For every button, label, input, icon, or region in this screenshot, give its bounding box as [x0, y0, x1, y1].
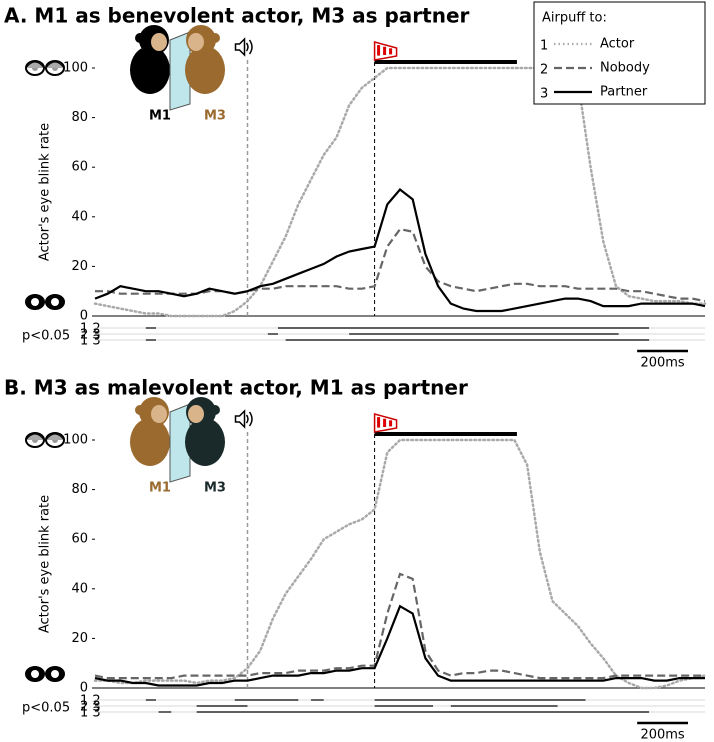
monkey-face [188, 33, 204, 51]
series-line [94, 572, 705, 680]
pair-label: 1 2 [80, 694, 101, 709]
series-line [95, 227, 706, 303]
legend-label: Actor [600, 37, 635, 52]
pair-label: 1 3 [80, 706, 101, 721]
eye-icon [25, 61, 45, 69]
eye-icon [31, 670, 39, 678]
legend-box [533, 1, 706, 105]
significance-label: p<0.05 [22, 329, 70, 344]
y-tick-label: 0 [80, 309, 88, 324]
significance-label: p<0.05 [22, 701, 70, 716]
legend-number: 3 [540, 87, 548, 102]
y-tick-label: 20 [71, 631, 88, 646]
eye-icon [45, 433, 65, 441]
y-tick-label: 40 [71, 581, 88, 596]
chart-title: B. M3 as malevolent actor, M1 as partner [4, 376, 468, 400]
mirror-pane [169, 403, 191, 483]
monkey-body [130, 418, 170, 466]
monkey-face [151, 33, 167, 51]
monkey-ear [210, 33, 220, 43]
legend-number: 2 [540, 63, 548, 78]
pair-label: 2 3 [80, 700, 101, 715]
actor-label: M1 [149, 481, 171, 496]
y-axis-label: Actor's eye blink rate [38, 495, 53, 633]
monkey-body [185, 46, 225, 94]
mirror-pane [169, 31, 191, 111]
y-tick-label: 80 [71, 482, 88, 497]
y-tick-label: 0 [80, 681, 88, 696]
pair-label: 1 2 [80, 322, 101, 337]
monkey-body [130, 46, 170, 94]
y-tick-label: 40 [71, 209, 88, 224]
monkey-face [188, 405, 204, 423]
speaker-icon [234, 409, 253, 429]
monkey-face [151, 405, 167, 423]
pair-label: 2 3 [80, 328, 101, 343]
monkey-ear [135, 33, 145, 43]
speaker-icon [234, 37, 253, 57]
eye-icon [25, 433, 45, 441]
y-tick-label: 80 [71, 110, 88, 125]
y-tick-label: 100 [63, 433, 88, 448]
actor-label: M1 [149, 109, 171, 124]
monkey-ear [135, 405, 145, 415]
legend-title: Airpuff to: [542, 11, 607, 26]
y-tick-label: 60 [71, 160, 88, 175]
scale-bar-label: 200ms [640, 728, 684, 742]
y-tick-label: 100 [63, 61, 88, 76]
series-line [93, 438, 707, 690]
scale-bar-label: 200ms [640, 356, 684, 371]
y-tick-label: 60 [71, 532, 88, 547]
series-line [94, 604, 705, 687]
legend-label: Partner [600, 85, 648, 100]
actor-label: M3 [204, 109, 226, 124]
legend-label: Nobody [600, 61, 650, 76]
monkey-body [185, 418, 225, 466]
pair-label: 1 3 [80, 334, 101, 349]
y-tick-label: 20 [71, 259, 88, 274]
y-axis-label: Actor's eye blink rate [38, 123, 53, 261]
series-line [94, 187, 706, 313]
eye-icon [31, 298, 39, 306]
eye-icon [45, 61, 65, 69]
series-line [93, 66, 707, 318]
monkey-ear [210, 405, 220, 415]
actor-label: M3 [204, 481, 226, 496]
eye-icon [51, 298, 59, 306]
legend-number: 1 [540, 39, 548, 54]
chart-title: A. M1 as benevolent actor, M3 as partner [4, 4, 470, 28]
eye-icon [51, 670, 59, 678]
